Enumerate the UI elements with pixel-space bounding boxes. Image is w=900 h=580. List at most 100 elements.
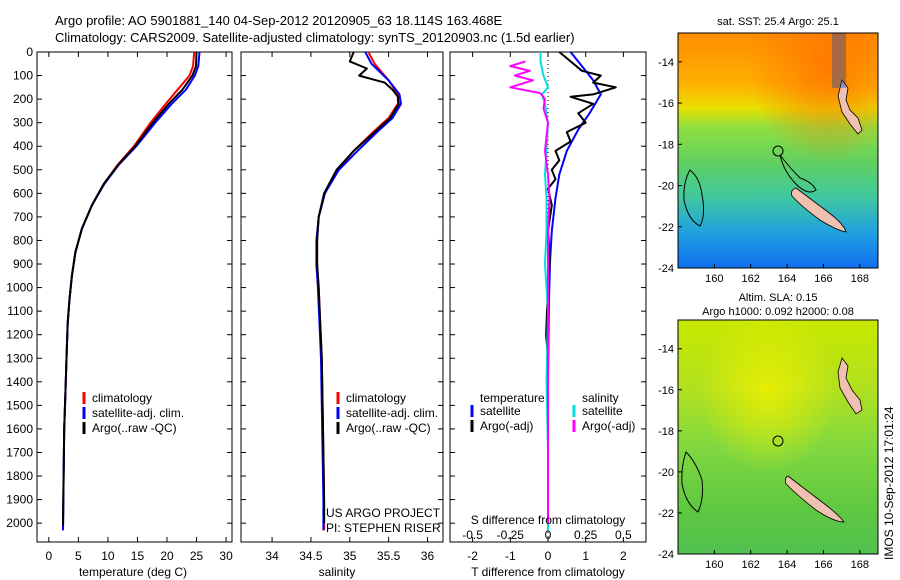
map-y-tick-label: -18	[658, 139, 674, 151]
map-x-tick-label: 162	[742, 273, 760, 285]
sla-high-patch	[678, 320, 878, 554]
plot-frame	[240, 51, 444, 543]
series-line-s-argo-adj-	[509, 60, 551, 524]
difference-profile-panel: -2 -1 0 1 2 -0.5 -0.25 0 0.25 0.5	[449, 51, 647, 563]
x-tick-label: 35.5	[377, 549, 401, 563]
map-x-tick-label: 160	[705, 273, 723, 285]
legend-label-t-argo: Argo(-adj)	[480, 419, 533, 433]
x-tick-label: 0	[45, 549, 52, 563]
legend-group-temperature: temperature	[480, 391, 545, 405]
y-tick-label: 1000	[6, 281, 33, 295]
x-tick-label-salinity: 0.5	[615, 528, 632, 542]
y-tick-label: 1300	[6, 351, 33, 365]
map-x-tick-label: 166	[814, 273, 832, 285]
sla-map-subtitle: Argo h1000: 0.092 h2000: 0.08	[702, 306, 854, 318]
x-tick-label: 5	[75, 549, 82, 563]
y-tick-label: 800	[13, 233, 33, 247]
temperature-legend: climatology satellite-adj. clim. Argo(..…	[82, 391, 184, 435]
legend-label-s-satellite: satellite	[582, 404, 623, 418]
y-tick-label: 1700	[6, 445, 33, 459]
x-tick-label: 30	[219, 549, 233, 563]
land-mask-strip	[832, 33, 846, 88]
x-tick-label-salinity: 0	[545, 528, 552, 542]
legend-label-climatology: climatology	[346, 391, 406, 405]
x-tick-label: 15	[131, 549, 145, 563]
map-y-tick-label: -14	[658, 57, 674, 69]
temperature-xlabel: temperature (deg C)	[79, 565, 187, 579]
series-line-t-argo-adj-	[545, 51, 617, 524]
sst-map-axes: 160 162 164 166 168 -14 -16 -18 -20 -22 -24	[658, 57, 869, 285]
map-y-tick-label: -22	[658, 508, 674, 520]
y-tick-label: 1100	[7, 304, 33, 318]
legend-label-satellite: satellite-adj. clim.	[346, 406, 438, 420]
x-tick-label: -1	[505, 549, 516, 563]
x-tick-label: 36	[421, 549, 435, 563]
coastline-contour	[779, 154, 817, 193]
x-tick-label: 34.5	[299, 549, 323, 563]
plot-frame	[36, 51, 233, 543]
diff-xlabel-t: T difference from climatology	[471, 565, 625, 579]
series-line-argo-raw-qc-	[62, 51, 198, 526]
map-x-tick-label: 168	[851, 273, 869, 285]
legend-label-s-argo: Argo(-adj)	[582, 419, 635, 433]
y-tick-label: 1400	[6, 375, 33, 389]
x-tick-label: 34	[265, 549, 279, 563]
y-tick-label: 2000	[6, 516, 33, 530]
map-x-tick-label: 168	[851, 559, 869, 571]
x-tick-label: 2	[620, 549, 627, 563]
x-tick-label: 20	[160, 549, 174, 563]
float-location-marker	[772, 435, 784, 447]
legend-label-t-satellite: satellite	[480, 404, 521, 418]
map-y-tick-label: -14	[658, 344, 674, 356]
map-y-tick-label: -24	[658, 549, 674, 561]
x-tick-label: -2	[467, 549, 478, 563]
vanuatu-land	[837, 79, 863, 135]
x-tick-label: 0	[545, 549, 552, 563]
salinity-xlabel: salinity	[319, 565, 356, 579]
salinity-legend: climatology satellite-adj. clim. Argo(..…	[336, 391, 438, 435]
x-tick-label-salinity: -0.5	[462, 528, 483, 542]
y-tick-label: 1200	[6, 328, 33, 342]
figure-title-line1: Argo profile: AO 5901881_140 04-Sep-2012…	[55, 13, 503, 28]
y-tick-label: 1600	[6, 422, 33, 436]
series-line-satellite-adj-clim-	[62, 51, 201, 531]
x-tick-label: 1	[582, 549, 589, 563]
x-tick-label-salinity: -0.25	[497, 528, 525, 542]
legend-label-satellite: satellite-adj. clim.	[92, 406, 184, 420]
footer-stamp: IMOS 10-Sep-2012 17:01:24	[882, 406, 896, 560]
y-tick-label: 900	[13, 257, 33, 271]
y-tick-label: 1800	[6, 469, 33, 483]
series-line-s-satellite	[539, 52, 549, 531]
figure-title-line2: Climatology: CARS2009. Satellite-adjuste…	[55, 30, 575, 45]
sst-map	[678, 33, 878, 268]
y-tick-label: 700	[13, 210, 33, 224]
x-tick-label: 25	[190, 549, 204, 563]
project-credit-line2: PI: STEPHEN RISER	[326, 521, 441, 535]
sst-map-title: sat. SST: 25.4 Argo: 25.1	[717, 16, 839, 28]
difference-legend: temperature salinity satellite Argo(-adj…	[470, 391, 635, 433]
legend-group-salinity: salinity	[582, 391, 619, 405]
y-tick-label: 1900	[6, 493, 33, 507]
map-y-tick-label: -18	[658, 426, 674, 438]
sla-map-frame	[677, 319, 879, 555]
x-tick-label-salinity: 0.25	[574, 528, 598, 542]
series-line-argo-raw-qc-	[316, 51, 400, 524]
series-line-climatology	[62, 51, 196, 531]
legend-label-argo: Argo(..raw -QC)	[346, 421, 431, 435]
sst-map-frame	[677, 32, 879, 269]
sla-map-title: Altim. SLA: 0.15	[739, 292, 818, 304]
diff-xlabel-s: S difference from climatology	[471, 513, 626, 527]
temperature-profile-panel: 0100200300400500600700800900100011001200…	[6, 45, 233, 563]
y-tick-label: 0	[26, 45, 33, 59]
map-y-tick-label: -24	[658, 263, 674, 275]
y-tick-label: 400	[13, 139, 33, 153]
y-tick-label: 1500	[6, 398, 33, 412]
map-y-tick-label: -22	[658, 222, 674, 234]
coastline-contour	[683, 169, 705, 227]
map-x-tick-label: 164	[778, 273, 796, 285]
new-caledonia-land	[784, 475, 845, 523]
map-x-tick-label: 164	[778, 559, 796, 571]
sst-warm-patch	[678, 33, 878, 268]
series-line-satellite-adj-clim-	[315, 51, 402, 531]
